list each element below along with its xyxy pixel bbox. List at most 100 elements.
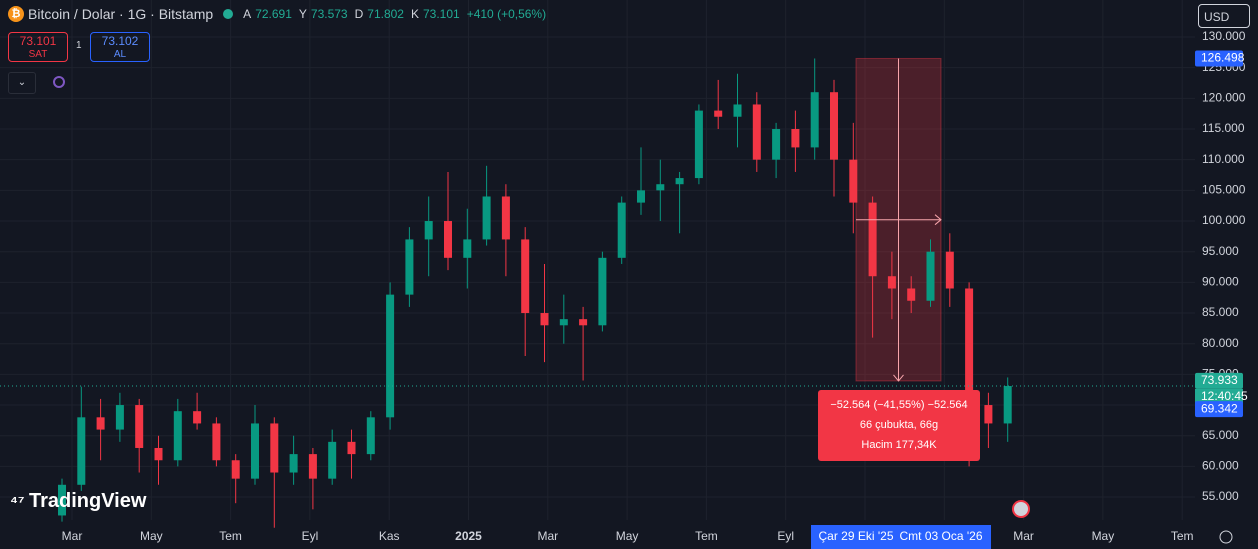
candle-body bbox=[289, 454, 298, 473]
candle-body bbox=[251, 423, 259, 479]
header: ₿ Bitcoin / Dolar · 1G · Bitstamp A 72.69… bbox=[8, 6, 549, 22]
candle-body bbox=[501, 196, 510, 240]
price-axis bbox=[1195, 0, 1258, 549]
ohlc-value: 73.101 bbox=[423, 7, 460, 21]
x-tick-label: Eyl bbox=[777, 529, 794, 543]
y-tick-label: 115.000 bbox=[1202, 121, 1245, 135]
timer-badge bbox=[1195, 388, 1243, 405]
candle-body bbox=[1003, 386, 1012, 424]
measure-arrow bbox=[893, 374, 904, 382]
refresh-icon[interactable] bbox=[53, 76, 65, 88]
measure-label: Hacim 177,34K bbox=[861, 439, 937, 451]
y-tick-label: 65.000 bbox=[1202, 428, 1239, 442]
collapse-button[interactable]: ⌄ bbox=[8, 72, 36, 94]
x-tick-label: 2025 bbox=[455, 529, 482, 543]
candle-body bbox=[386, 294, 395, 418]
candle-body bbox=[115, 405, 124, 430]
y-tick-label: 95.000 bbox=[1202, 244, 1239, 258]
candle-body bbox=[617, 202, 626, 258]
ohlc-value: 71.802 bbox=[367, 7, 404, 21]
candle-body bbox=[830, 92, 838, 160]
candle-body bbox=[328, 441, 337, 479]
candle-body bbox=[193, 411, 202, 424]
x-tick-label: Tem bbox=[695, 529, 718, 543]
price-badge-label: 73.933 bbox=[1201, 373, 1238, 387]
ohlc-key: A bbox=[243, 7, 252, 21]
currency-select[interactable]: USD bbox=[1198, 4, 1250, 28]
settings-icon bbox=[1219, 530, 1233, 544]
candle-body bbox=[926, 251, 935, 301]
ohlc-value: 73.573 bbox=[310, 7, 348, 21]
x-tick-label: May bbox=[616, 529, 639, 543]
sell-price: 73.101 bbox=[19, 34, 57, 48]
candle-body bbox=[887, 276, 896, 289]
candle-body bbox=[675, 178, 684, 185]
x-tick-label: May bbox=[140, 529, 163, 543]
coin-icon: ₿ bbox=[8, 6, 24, 22]
price-badge-label: 69.342 bbox=[1201, 401, 1238, 415]
candle-body bbox=[308, 454, 317, 479]
price-badge bbox=[1195, 401, 1243, 418]
price-badge-label: 126.498 bbox=[1201, 51, 1245, 65]
candle-body bbox=[77, 417, 86, 485]
buy-button[interactable]: 73.102 AL bbox=[90, 32, 150, 62]
brand-logo: ⁴⁷ TradingView bbox=[10, 490, 147, 512]
ohlc-value: 72.691 bbox=[255, 7, 292, 21]
candle-body bbox=[96, 417, 105, 430]
x-tick-label: May bbox=[1092, 529, 1115, 543]
y-tick-label: 55.000 bbox=[1202, 489, 1239, 503]
candle-body bbox=[154, 447, 163, 461]
measure-label-bg bbox=[818, 390, 980, 461]
candle-body bbox=[270, 423, 279, 473]
y-tick-label: 120.000 bbox=[1202, 91, 1246, 105]
x-range-highlight bbox=[811, 525, 991, 549]
candle-body bbox=[656, 184, 665, 191]
measure-label: 66 çubukta, 66g bbox=[860, 419, 938, 431]
price-badge bbox=[1195, 50, 1243, 67]
y-tick-label: 60.000 bbox=[1202, 459, 1239, 473]
buy-price: 73.102 bbox=[101, 34, 139, 48]
candle-body bbox=[405, 239, 414, 295]
change: +410 (+0,56%) bbox=[466, 7, 547, 21]
candle-body bbox=[463, 239, 472, 258]
x-crosshair-label: Cmt 03 Oca '26 bbox=[900, 529, 983, 543]
candle-body bbox=[58, 484, 66, 516]
y-tick-label: 105.000 bbox=[1202, 183, 1246, 197]
brand: TradingView bbox=[28, 490, 147, 512]
candle-body bbox=[945, 251, 954, 289]
candle-body bbox=[559, 319, 568, 326]
sell-button[interactable]: 73.101 SAT bbox=[8, 32, 68, 62]
price-badge bbox=[1195, 372, 1243, 389]
candle-body bbox=[868, 202, 877, 277]
candle-body bbox=[752, 104, 761, 160]
candle-body bbox=[965, 288, 974, 406]
candle-body bbox=[366, 417, 375, 455]
y-tick-label: 100.000 bbox=[1202, 213, 1246, 227]
candle-body bbox=[579, 319, 588, 326]
y-tick-label: 130.000 bbox=[1202, 29, 1246, 43]
ohlc-key: D bbox=[354, 7, 364, 21]
candle-body bbox=[733, 104, 742, 117]
x-tick-label: Kas bbox=[379, 529, 400, 543]
candle-body bbox=[598, 257, 607, 326]
candle-body bbox=[637, 190, 645, 203]
candle-body bbox=[984, 405, 993, 424]
event-flag bbox=[1012, 500, 1030, 518]
candle-body bbox=[791, 129, 800, 148]
y-tick-label: 80.000 bbox=[1202, 336, 1239, 350]
x-tick-label: Tem bbox=[1171, 529, 1194, 543]
candle-body bbox=[347, 441, 356, 455]
spread: 1 bbox=[76, 40, 82, 51]
candle-body bbox=[540, 313, 549, 326]
candle-body bbox=[424, 221, 433, 240]
candle-body bbox=[521, 239, 530, 314]
candle-body bbox=[482, 196, 491, 240]
sell-label: SAT bbox=[28, 49, 48, 60]
y-tick-label: 110.000 bbox=[1202, 152, 1245, 166]
candle-body bbox=[694, 110, 703, 179]
candle-body bbox=[173, 411, 182, 461]
candle-body bbox=[444, 221, 452, 258]
y-tick-label: 85.000 bbox=[1202, 305, 1239, 319]
symbol[interactable]: Bitcoin / Dolar · 1G · Bitstamp bbox=[28, 6, 214, 22]
